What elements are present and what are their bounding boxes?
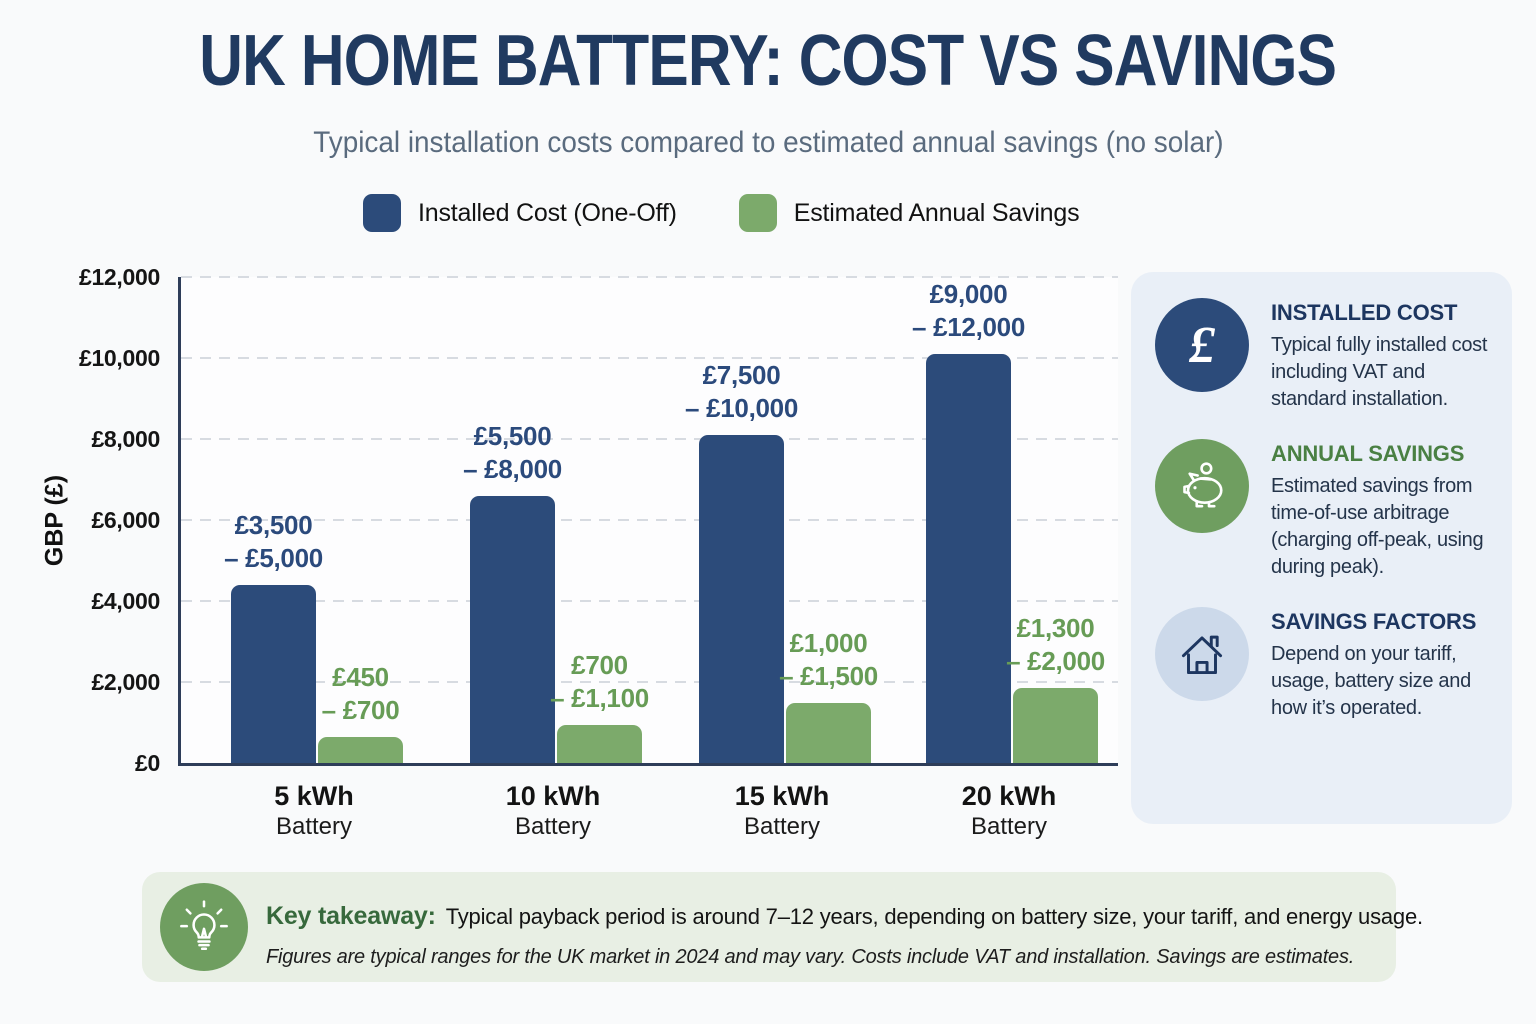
savings-range-label: £1,300– £2,000 [1006, 613, 1105, 677]
panel-item-annual-savings: ANNUAL SAVINGS Estimated savings from ti… [1131, 439, 1512, 581]
cost-range-label: £5,500– £8,000 [463, 420, 562, 484]
page-subtitle: Typical installation costs compared to e… [312, 126, 1224, 159]
panel-item-title: ANNUAL SAVINGS [1271, 441, 1465, 466]
key-takeaway-text: Key takeaway: Typical payback period is a… [266, 902, 1423, 931]
y-axis-tick-label: £10,000 [78, 345, 160, 371]
y-axis-tick-label: £12,000 [78, 264, 160, 290]
savings-bar [1013, 688, 1098, 763]
x-axis-category-label: 5 kWh Battery [274, 781, 354, 840]
lightbulb-icon [160, 883, 248, 971]
panel-item-body: Typical fully installed cost including V… [1271, 334, 1488, 410]
gridline [181, 681, 1118, 683]
cost-bar [699, 434, 784, 763]
y-axis-tick-label: £8,000 [91, 426, 160, 452]
gridline [181, 519, 1118, 521]
installed-cost-swatch [363, 194, 401, 232]
legend-label: Installed Cost (One-Off) [418, 198, 677, 227]
cost-range-label: £7,500– £10,000 [685, 359, 798, 423]
cost-bar [231, 584, 316, 763]
gridline [181, 600, 1118, 602]
y-axis-tick-label: £6,000 [91, 507, 160, 533]
gridline [181, 276, 1118, 278]
savings-bar [786, 703, 871, 763]
savings-range-label: £1,000– £1,500 [779, 628, 878, 692]
info-side-panel: £ INSTALLED COST Typical fully installed… [1131, 272, 1512, 824]
house-icon [1155, 607, 1249, 701]
chart-legend: Installed Cost (One-Off) Estimated Annua… [363, 194, 1080, 232]
cost-bar [470, 495, 555, 763]
legend-item-annual-savings: Estimated Annual Savings [738, 194, 1080, 232]
x-axis-category-label: 20 kWh Battery [961, 781, 1057, 840]
plot-area: £3,500– £5,000 £5,500– £8,000 £7,500– £10,… [178, 276, 1118, 766]
panel-item-title: SAVINGS FACTORS [1271, 609, 1477, 634]
legend-item-installed-cost: Installed Cost (One-Off) [363, 194, 677, 232]
savings-bar [557, 724, 642, 763]
key-takeaway-sentence: Typical payback period is around 7–12 ye… [445, 904, 1423, 929]
panel-item-body: Depend on your tariff, usage, battery si… [1271, 643, 1471, 719]
panel-item-body: Estimated savings from time-of-use arbit… [1271, 475, 1484, 578]
pound-sterling-icon: £ [1155, 298, 1249, 392]
panel-item-title: INSTALLED COST [1271, 300, 1458, 325]
y-axis-tick-label: £0 [135, 750, 160, 776]
subtitle-wrap: Typical installation costs compared to e… [0, 126, 1536, 160]
x-axis-category-label: 10 kWh Battery [505, 781, 601, 840]
page-title: UK HOME BATTERY: COST VS SAVINGS [199, 21, 1338, 101]
savings-bar [318, 736, 403, 763]
y-axis-tick-label: £2,000 [91, 669, 160, 695]
header: UK HOME BATTERY: COST VS SAVINGS [0, 21, 1536, 101]
cost-range-label: £9,000– £12,000 [912, 278, 1025, 342]
y-axis-tick-label: £4,000 [91, 588, 160, 614]
gridline [181, 438, 1118, 440]
annual-savings-swatch [738, 194, 777, 232]
savings-range-label: £700– £1,100 [550, 649, 649, 713]
panel-item-savings-factors: SAVINGS FACTORS Depend on your tariff, u… [1131, 607, 1512, 722]
legend-label: Estimated Annual Savings [793, 198, 1080, 227]
key-takeaway-band: Key takeaway: Typical payback period is a… [142, 872, 1423, 982]
cost-bar [926, 353, 1011, 763]
gridline [181, 357, 1118, 359]
x-axis-category-label: 15 kWh Battery [734, 781, 830, 840]
footnote: Figures are typical ranges for the UK ma… [266, 946, 1355, 968]
cost-range-label: £3,500– £5,000 [224, 509, 323, 573]
key-takeaway-label: Key takeaway: [266, 902, 436, 930]
panel-item-installed-cost: £ INSTALLED COST Typical fully installed… [1131, 298, 1512, 413]
savings-range-label: £450– £700 [321, 661, 400, 725]
piggy-bank-icon [1155, 439, 1249, 533]
